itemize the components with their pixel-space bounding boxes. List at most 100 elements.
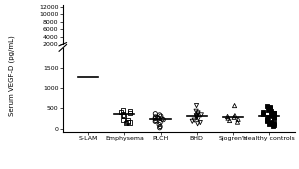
Point — [90, 61, 95, 63]
Point — [91, 39, 96, 42]
Point — [88, 93, 92, 96]
Point — [82, 11, 86, 14]
Point — [272, 124, 277, 126]
Point — [265, 120, 269, 122]
Point — [153, 116, 158, 118]
Point — [91, 71, 96, 74]
Point — [236, 118, 240, 121]
Point — [90, 41, 95, 43]
Point — [261, 111, 266, 113]
Point — [232, 116, 237, 119]
Point — [89, 112, 93, 115]
Point — [118, 111, 123, 113]
Point — [80, 67, 85, 69]
Point — [86, 105, 90, 108]
Point — [261, 113, 266, 116]
Point — [196, 117, 201, 120]
Point — [80, 40, 85, 43]
Point — [272, 111, 277, 114]
Point — [157, 126, 162, 129]
Point — [196, 113, 200, 115]
Point — [86, 91, 91, 94]
Point — [268, 105, 273, 108]
Point — [83, 95, 88, 98]
Point — [83, 101, 88, 104]
Point — [89, 103, 94, 106]
Point — [194, 110, 199, 113]
Point — [83, 35, 88, 38]
Point — [158, 125, 163, 128]
Point — [81, 97, 86, 100]
Point — [153, 119, 158, 122]
Point — [128, 112, 132, 115]
Point — [89, 55, 93, 57]
Point — [271, 115, 276, 117]
Point — [271, 124, 276, 127]
Point — [84, 115, 89, 118]
Point — [158, 121, 163, 124]
Point — [268, 107, 273, 109]
Point — [153, 112, 158, 115]
Point — [127, 121, 132, 124]
Point — [86, 34, 91, 37]
Point — [266, 123, 271, 126]
Point — [196, 112, 200, 114]
Point — [125, 120, 130, 123]
Point — [269, 114, 274, 116]
Point — [235, 121, 240, 124]
Point — [80, 59, 85, 61]
Point — [82, 99, 86, 102]
Point — [126, 119, 130, 122]
Point — [86, 65, 91, 67]
Point — [91, 63, 95, 65]
Point — [87, 73, 92, 76]
Point — [266, 109, 270, 112]
Point — [266, 116, 271, 119]
Point — [91, 79, 96, 81]
Point — [195, 122, 200, 125]
Point — [269, 122, 274, 125]
Point — [82, 57, 86, 59]
Point — [194, 115, 199, 118]
Point — [91, 33, 95, 35]
Point — [225, 115, 230, 118]
Point — [82, 77, 86, 80]
Point — [194, 116, 199, 119]
Point — [82, 38, 86, 41]
Point — [194, 104, 199, 107]
Point — [265, 119, 269, 122]
Point — [80, 81, 85, 83]
Point — [272, 117, 277, 120]
Point — [155, 116, 160, 119]
Point — [83, 75, 88, 78]
Point — [89, 87, 94, 90]
Point — [268, 120, 273, 123]
Point — [121, 113, 126, 116]
Point — [83, 53, 88, 55]
Point — [157, 123, 161, 126]
Point — [91, 114, 96, 116]
Point — [127, 110, 132, 113]
Point — [86, 89, 90, 92]
Point — [89, 36, 93, 39]
Point — [227, 119, 232, 122]
Point — [82, 85, 87, 88]
Point — [88, 110, 93, 113]
Point — [190, 120, 195, 123]
Point — [226, 117, 231, 119]
Point — [90, 69, 94, 71]
Point — [89, 83, 94, 86]
Point — [199, 114, 204, 116]
Point — [268, 108, 273, 111]
Point — [192, 119, 196, 122]
Point — [153, 120, 158, 123]
Point — [160, 118, 164, 120]
Point — [121, 109, 126, 112]
Point — [153, 117, 158, 120]
Point — [272, 121, 277, 124]
Point — [158, 115, 163, 117]
Text: Serum VEGF-D (pg/mL): Serum VEGF-D (pg/mL) — [9, 36, 15, 116]
Point — [157, 114, 162, 116]
Point — [265, 104, 269, 107]
Point — [80, 49, 85, 51]
